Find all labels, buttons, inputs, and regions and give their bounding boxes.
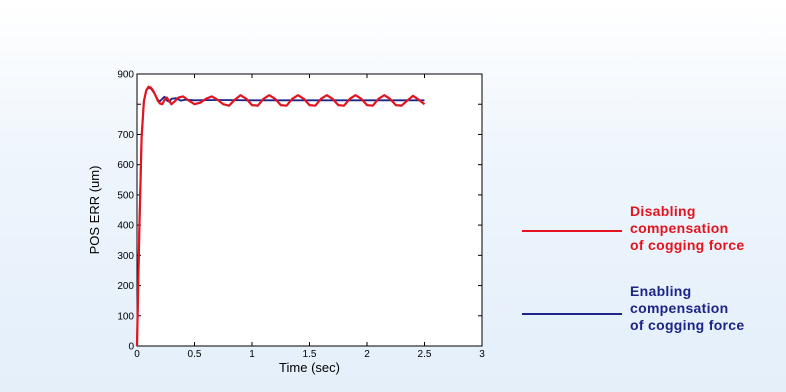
series-line-disabling	[135, 85, 426, 347]
x-tick-label: 3	[479, 349, 485, 360]
legend-label-disabling-line2: compensation	[630, 220, 729, 236]
y-tick-label: 400	[117, 221, 134, 232]
y-tick-label: 200	[117, 281, 134, 292]
y-tick-label: 300	[117, 251, 134, 262]
legend-label-disabling: Disabling compensation of cogging force	[630, 203, 744, 254]
legend-line-enabling	[522, 313, 622, 315]
y-tick-label: 500	[117, 190, 134, 201]
x-axis-title: Time (sec)	[279, 360, 340, 375]
legend-label-disabling-line1: Disabling	[630, 203, 696, 219]
x-tick-label: 0.5	[188, 349, 202, 360]
y-tick-label: 900	[117, 70, 134, 81]
legend-label-enabling-line1: Enabling	[630, 283, 692, 299]
legend-label-enabling-line2: compensation	[630, 300, 729, 316]
x-tick-label: 2	[364, 349, 370, 360]
y-tick-label: 600	[117, 160, 134, 171]
x-tick-label: 0	[134, 349, 140, 360]
x-tick-label: 1	[249, 349, 255, 360]
y-axis-title: POS ERR (um)	[87, 166, 102, 255]
legend-label-enabling: Enabling compensation of cogging force	[630, 283, 744, 334]
legend-label-enabling-line3: of cogging force	[630, 317, 745, 333]
x-tick-label: 2.5	[418, 349, 432, 360]
x-tick-label: 1.5	[303, 349, 317, 360]
axis-ticks: 0 0.5 1 1.5 2 2.5 3 0 100 200 300 400 500 600 700 900	[117, 70, 485, 361]
plot-area-frame	[136, 73, 483, 347]
y-tick-label: 0	[128, 342, 134, 353]
series-layer	[135, 85, 426, 347]
legend-line-disabling	[522, 230, 622, 232]
y-tick-label: 100	[117, 311, 134, 322]
y-tick-label: 700	[117, 130, 134, 141]
legend-label-disabling-line3: of cogging force	[630, 237, 745, 253]
